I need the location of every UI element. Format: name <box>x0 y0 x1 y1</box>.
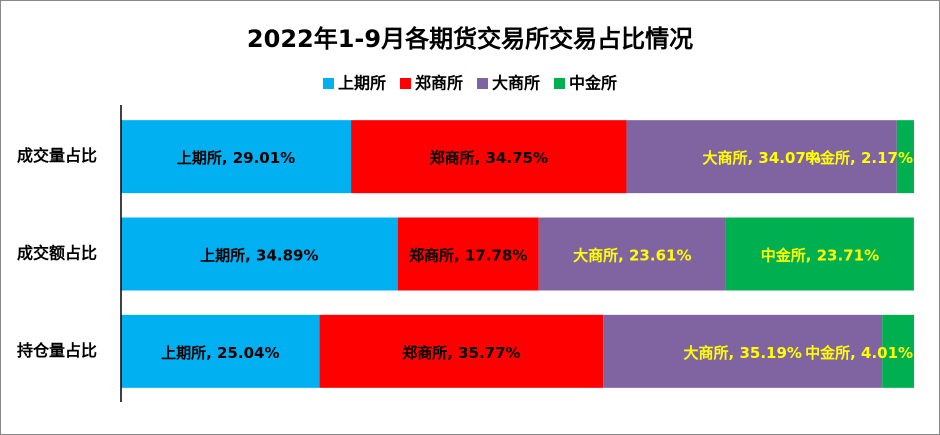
legend-item: 大商所 <box>477 74 540 93</box>
legend-swatch <box>554 78 566 89</box>
legend-label: 中金所 <box>569 74 617 93</box>
legend-item: 中金所 <box>554 74 617 93</box>
data-label: 郑商所, 34.75% <box>430 149 548 167</box>
data-label: 中金所, 23.71% <box>761 247 879 265</box>
plot-area: 成交量占比 上期所, 29.01% 郑商所, 34.75% 大商所, 34.07%中金… <box>17 120 915 388</box>
bar-segment <box>351 120 627 194</box>
data-label: 大商所, 34.07% <box>703 149 821 167</box>
data-label: 郑商所, 35.77% <box>402 344 520 362</box>
data-label: 上期所, 29.01% <box>177 149 295 167</box>
data-label: 大商所, 23.61% <box>573 247 691 265</box>
y-tick-label: 持仓量占比 <box>17 341 97 360</box>
data-label: 中金所, 2.17% <box>805 149 913 167</box>
legend-swatch <box>322 78 334 89</box>
legend-label: 上期所 <box>338 74 386 93</box>
bar-segment <box>397 217 539 291</box>
bar-segment <box>725 217 914 291</box>
data-label: 上期所, 34.89% <box>200 247 318 265</box>
legend-swatch <box>399 78 411 89</box>
data-label: 郑商所, 17.78% <box>409 247 527 265</box>
bar-segment <box>319 314 604 388</box>
y-tick-label: 成交额占比 <box>17 244 97 263</box>
legend-label: 郑商所 <box>415 74 463 93</box>
data-label: 上期所, 25.04% <box>161 344 279 362</box>
bar-segment <box>603 314 883 388</box>
legend-label: 大商所 <box>492 74 540 93</box>
bar-segment <box>121 314 320 388</box>
bar-segment <box>626 120 897 194</box>
bar-segment <box>882 314 915 388</box>
bar-segment <box>121 120 352 194</box>
bar-segment <box>896 120 914 194</box>
data-label: 大商所, 35.19% <box>684 344 802 362</box>
legend-item: 郑商所 <box>399 74 463 93</box>
bar-segment <box>121 217 398 291</box>
chart-title: 2022年1-9月各期货交易所交易占比情况 <box>247 25 693 53</box>
data-label: 中金所, 4.01% <box>805 344 913 362</box>
legend: 上期所 郑商所 大商所 中金所 <box>322 74 617 93</box>
bar-segment <box>538 217 726 291</box>
legend-item: 上期所 <box>322 74 386 93</box>
y-tick-label: 成交量占比 <box>17 146 97 165</box>
legend-swatch <box>477 78 488 89</box>
